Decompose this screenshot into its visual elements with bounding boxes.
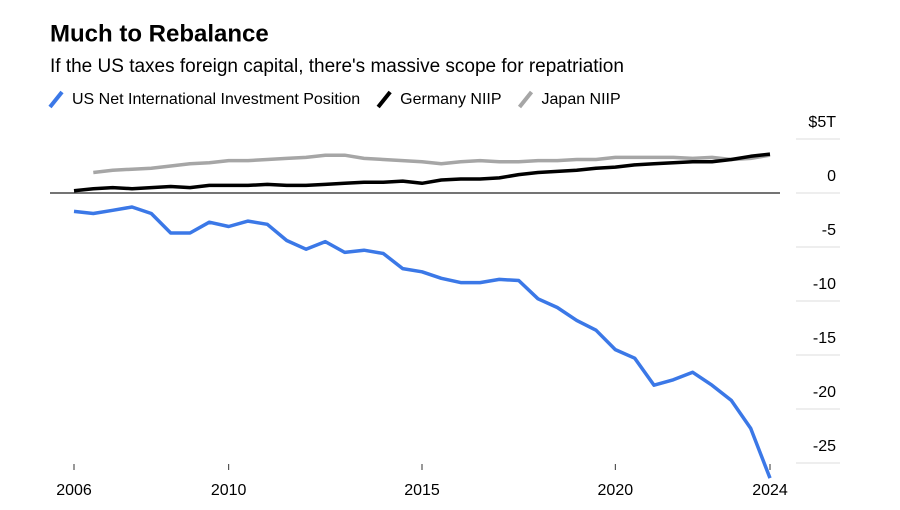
chart-subtitle: If the US taxes foreign capital, there's… (50, 56, 624, 77)
y-tick-label: -15 (813, 330, 836, 347)
y-tick-label: -5 (822, 222, 836, 239)
x-tick-label: 2015 (404, 482, 440, 499)
y-tick-label: 0 (827, 168, 836, 185)
legend-swatch (376, 90, 392, 109)
y-tick-label: -10 (813, 276, 836, 293)
legend-swatch (48, 90, 64, 109)
x-tick-label: 2010 (211, 482, 247, 499)
y-tick-label: $5T (808, 114, 836, 131)
x-tick-label: 2024 (752, 482, 788, 499)
x-tick-label: 2020 (598, 482, 634, 499)
series-line (73, 152, 771, 193)
x-tick-label: 2006 (56, 482, 92, 499)
legend-label: US Net International Investment Position (72, 91, 360, 108)
legend-swatch (517, 90, 534, 109)
series-line (73, 205, 772, 479)
chart-title: Much to Rebalance (50, 20, 269, 47)
series-line (93, 153, 771, 175)
y-tick-label: -25 (813, 438, 836, 455)
legend-label: Japan NIIP (542, 91, 621, 108)
y-tick-label: -20 (813, 384, 836, 401)
legend-label: Germany NIIP (400, 91, 501, 108)
